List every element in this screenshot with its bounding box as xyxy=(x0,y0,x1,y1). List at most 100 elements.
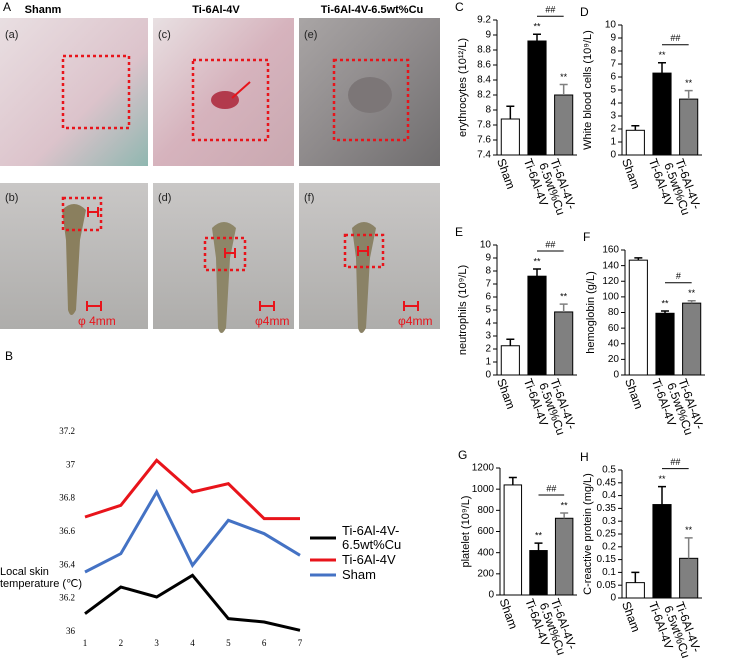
photo-label: (c) xyxy=(158,29,171,41)
error-bar xyxy=(533,268,541,277)
y-tick-label: 200 xyxy=(477,568,494,579)
legend-label-box: Ti-6Al-4V xyxy=(342,553,396,567)
y-tick-label: 9 xyxy=(485,30,491,41)
significance-label: ** xyxy=(533,22,541,32)
bar xyxy=(655,312,675,376)
y-tick-label: 9 xyxy=(610,33,616,44)
significance-label: ** xyxy=(661,298,669,308)
x-tick-label: 4 xyxy=(190,638,195,648)
scale-label: φ 4mm xyxy=(78,314,116,328)
bar xyxy=(554,517,574,596)
y-tick-label: 9 xyxy=(485,253,491,264)
photo-label: (d) xyxy=(158,192,171,204)
y-tick-label: 400 xyxy=(477,547,494,558)
photo-panels: A Shanm Ti-6Al-4V Ti-6Al-4V-6.5wt%Cu (a)… xyxy=(0,0,440,333)
error-bar xyxy=(559,83,568,95)
panel-letter: F xyxy=(583,230,590,244)
y-tick-label: 10 xyxy=(480,240,492,251)
y-tick-label: 1200 xyxy=(472,463,495,474)
y-tick-label: 6 xyxy=(485,292,491,303)
wound xyxy=(211,91,239,109)
y-tick-label: 1 xyxy=(485,357,491,368)
y-tick-label: 0.45 xyxy=(597,477,617,488)
error-bar xyxy=(684,537,693,559)
bracket-label: ## xyxy=(545,239,555,249)
panel-letter: E xyxy=(455,225,463,239)
photo-label: (e) xyxy=(304,29,317,41)
significance-label: ** xyxy=(685,78,693,88)
error-bar xyxy=(631,125,640,131)
column-title: Ti-6Al-4V-6.5wt%Cu xyxy=(321,4,424,16)
y-tick-label: 0 xyxy=(488,590,494,601)
x-tick-label: 7 xyxy=(298,638,303,648)
x-tick-label: 6 xyxy=(262,638,267,648)
significance-label: ** xyxy=(685,525,693,535)
y-tick-label: 36.2 xyxy=(59,593,75,603)
series-line xyxy=(84,573,301,632)
bone xyxy=(212,222,236,333)
bar xyxy=(679,98,699,156)
significance-label: ** xyxy=(658,50,666,60)
y-tick-label: 4 xyxy=(485,318,491,329)
y-tick-label: 5 xyxy=(485,305,491,316)
bar xyxy=(628,259,648,376)
y-axis-label: hemoglobin (g/L) xyxy=(585,271,597,354)
bar xyxy=(500,345,520,376)
significance-label: ** xyxy=(561,500,569,510)
scale-label: φ4mm xyxy=(255,314,289,328)
y-tick-label: 0 xyxy=(610,150,616,161)
x-tick-label: 1 xyxy=(83,638,88,648)
y-axis-label-box: Local skin temperature (℃) xyxy=(0,566,83,590)
bar xyxy=(682,302,702,376)
y-tick-label: 0.4 xyxy=(602,490,616,501)
y-tick-label: 1000 xyxy=(472,484,495,495)
y-tick-label: 8 xyxy=(610,46,616,57)
y-axis-label: Local skin temperature (℃) xyxy=(0,566,83,590)
y-tick-label: 0 xyxy=(485,370,491,381)
y-tick-label: 1 xyxy=(610,137,616,148)
error-bar xyxy=(506,105,515,119)
y-tick-label: 9.2 xyxy=(477,15,491,26)
y-tick-label: 0 xyxy=(613,370,619,381)
significance-label: ** xyxy=(688,288,696,298)
bar xyxy=(527,40,547,156)
y-tick-label: 7.4 xyxy=(477,150,491,161)
photo-label: (f) xyxy=(304,192,314,204)
y-tick-label: 8.6 xyxy=(477,60,491,71)
y-tick-label: 3 xyxy=(610,111,616,122)
bracket-label: # xyxy=(676,271,681,281)
significance-label: ** xyxy=(658,474,666,484)
y-tick-label: 600 xyxy=(477,526,494,537)
significance-label: ** xyxy=(560,292,568,302)
error-bar xyxy=(560,512,569,519)
y-tick-label: 0 xyxy=(610,593,616,604)
y-tick-label: 7.6 xyxy=(477,135,491,146)
photo-a xyxy=(0,18,148,166)
bar xyxy=(679,557,699,599)
scale-bars xyxy=(86,81,419,311)
panel-letter: B xyxy=(5,349,13,363)
bar xyxy=(554,311,574,376)
y-tick-label: 20 xyxy=(608,354,620,365)
y-axis-label: erythrocytes (10¹²/L) xyxy=(457,38,469,137)
y-tick-label: 8.2 xyxy=(477,90,491,101)
error-bar xyxy=(559,303,568,312)
error-bar xyxy=(658,485,666,505)
y-tick-label: 60 xyxy=(608,323,620,334)
y-tick-label: 5 xyxy=(610,85,616,96)
y-axis-label: White blood cells (10⁹/L) xyxy=(582,30,594,150)
bar xyxy=(500,118,520,156)
y-tick-label: 80 xyxy=(608,307,620,318)
wound xyxy=(348,77,392,113)
y-tick-label: 0.5 xyxy=(602,465,616,476)
y-tick-label: 37 xyxy=(66,459,76,469)
y-tick-label: 8 xyxy=(485,105,491,116)
y-tick-label: 0.05 xyxy=(597,580,617,591)
bar xyxy=(503,484,523,596)
y-tick-label: 100 xyxy=(602,292,619,303)
y-tick-label: 2 xyxy=(610,124,616,135)
y-tick-label: 6 xyxy=(610,72,616,83)
error-bar xyxy=(634,257,643,261)
